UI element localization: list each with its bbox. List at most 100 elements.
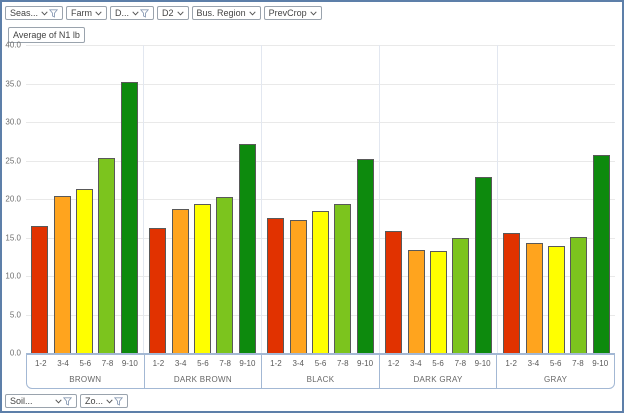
filter-funnel-icon [49, 8, 59, 18]
field-label: Seas... [10, 8, 39, 18]
bar-group-gray [498, 45, 615, 353]
field-icons [106, 396, 124, 406]
x-axis-tick-label: 9-10 [592, 358, 609, 368]
x-axis-tick-label: 5-6 [314, 358, 327, 368]
bar-black-5-6 [311, 210, 329, 353]
chevron-down-icon [41, 10, 48, 16]
axis-group-label: DARK GRAY [413, 375, 463, 384]
x-axis-tick-label: 5-6 [79, 358, 92, 368]
y-axis-tick-label: 30.0 [5, 117, 21, 127]
axis-tick-row: 1-2 3-4 5-6 7-8 9-10 [380, 355, 497, 371]
axis-group-dark-brown: 1-2 3-4 5-6 7-8 9-10 DARK BROWN [145, 355, 263, 388]
x-axis-tick-label: 1-2 [387, 358, 400, 368]
value-axis: 40.0 35.0 30.0 25.0 20.0 15.0 10.0 5.0 0.0 [2, 41, 23, 358]
axis-group-label: GRAY [544, 375, 568, 384]
field-label: Farm [71, 8, 93, 18]
x-axis-tick-label: 7-8 [454, 358, 467, 368]
x-axis-tick-label: 5-6 [197, 358, 209, 368]
bar-brown-1-2 [31, 225, 49, 353]
x-axis-tick-label: 9-10 [239, 358, 256, 368]
x-axis-tick-label: 7-8 [219, 358, 231, 368]
report-filter-bar: Seas... Farm D... D2 Bus. Region PrevCrop [5, 6, 322, 20]
gridline [26, 160, 615, 162]
bar-dark-gray-1-2 [385, 231, 403, 353]
bar-brown-7-8 [98, 158, 116, 353]
filter-field-seas[interactable]: Seas... [5, 6, 64, 20]
bar-group-dark-gray [380, 45, 498, 353]
filter-funnel-icon [63, 396, 72, 406]
x-axis-tick-label: 1-2 [34, 358, 47, 368]
x-axis-tick-label: 9-10 [121, 358, 138, 368]
filter-field-bus-region[interactable]: Bus. Region [191, 6, 261, 20]
chevron-down-icon [132, 10, 139, 16]
y-axis-tick-label: 15.0 [5, 233, 21, 242]
x-axis-tick-label: 3-4 [174, 358, 187, 368]
x-axis-tick-label: 5-6 [549, 358, 562, 368]
bar-dark-brown-1-2 [149, 228, 167, 353]
bar-brown-3-4 [53, 195, 71, 353]
y-axis-tick-label: 25.0 [5, 156, 21, 165]
filter-field-farm[interactable]: Farm [66, 6, 108, 20]
row-field-bar: Soil... Zo... [5, 394, 129, 408]
bar-gray-3-4 [525, 242, 543, 353]
gridline [26, 83, 615, 85]
axis-group-gray: 1-2 3-4 5-6 7-8 9-10 GRAY [497, 355, 614, 388]
row-field-zo[interactable]: Zo... [80, 394, 129, 408]
y-axis-tick-label: 20.0 [5, 194, 21, 204]
bar-black-3-4 [289, 219, 307, 353]
chevron-down-icon [176, 10, 184, 16]
bar-gray-9-10 [592, 155, 610, 353]
field-label: D2 [162, 8, 174, 18]
x-axis-tick-label: 9-10 [474, 358, 491, 368]
filter-field-d2[interactable]: D2 [157, 6, 189, 20]
row-field-soil[interactable]: Soil... [5, 394, 77, 408]
field-icons [95, 10, 102, 16]
axis-group-label: BROWN [69, 375, 102, 384]
bar-dark-gray-7-8 [452, 237, 470, 353]
y-axis-tick-label: 5.0 [9, 310, 21, 319]
field-icons [41, 8, 59, 18]
axis-group-label: BLACK [306, 375, 335, 384]
field-icons [176, 10, 184, 16]
gridline [26, 199, 615, 200]
filter-funnel-icon [140, 8, 150, 18]
filter-field-prevcrop[interactable]: PrevCrop [263, 6, 322, 20]
bar-brown-9-10 [120, 81, 138, 353]
axis-group-black: 1-2 3-4 5-6 7-8 9-10 BLACK [262, 355, 380, 388]
x-axis-tick-label: 1-2 [270, 358, 282, 368]
axis-tick-row: 1-2 3-4 5-6 7-8 9-10 [262, 355, 379, 371]
filter-field-d[interactable]: D... [110, 6, 155, 20]
measure-field-button[interactable]: Average of N1 lb [8, 27, 85, 43]
field-label: Zo... [85, 396, 104, 406]
x-axis-tick-label: 7-8 [336, 358, 349, 368]
axis-tick-row: 1-2 3-4 5-6 7-8 9-10 [497, 355, 614, 371]
x-axis-tick-label: 3-4 [292, 358, 304, 368]
gridline [26, 122, 615, 123]
field-icons [132, 8, 150, 18]
x-axis-tick-label: 9-10 [357, 358, 374, 368]
bar-black-7-8 [334, 203, 352, 353]
bar-dark-gray-3-4 [407, 249, 425, 353]
y-axis-tick-label: 40.0 [5, 40, 21, 50]
x-axis-tick-label: 3-4 [527, 358, 540, 368]
x-axis-tick-label: 1-2 [152, 358, 165, 368]
bar-dark-brown-5-6 [193, 204, 211, 353]
axis-tick-row: 1-2 3-4 5-6 7-8 9-10 [27, 355, 144, 371]
chevron-down-icon [55, 398, 62, 404]
bar-group-dark-brown [144, 45, 262, 353]
y-axis-tick-label: 10.0 [5, 271, 21, 281]
axis-tick-row: 1-2 3-4 5-6 7-8 9-10 [145, 355, 262, 371]
chevron-down-icon [106, 398, 113, 404]
x-axis-tick-label: 7-8 [101, 358, 114, 368]
chevron-down-icon [309, 10, 317, 16]
bar-dark-brown-3-4 [171, 209, 189, 353]
field-label: D... [115, 8, 130, 18]
field-label: Bus. Region [196, 8, 246, 18]
bar-black-1-2 [267, 218, 285, 353]
y-axis-tick-label: 35.0 [5, 79, 21, 88]
bar-group-brown [26, 45, 144, 353]
bar-dark-brown-9-10 [238, 143, 256, 353]
x-axis-tick-label: 1-2 [505, 358, 517, 368]
axis-group-label: DARK BROWN [173, 375, 232, 384]
